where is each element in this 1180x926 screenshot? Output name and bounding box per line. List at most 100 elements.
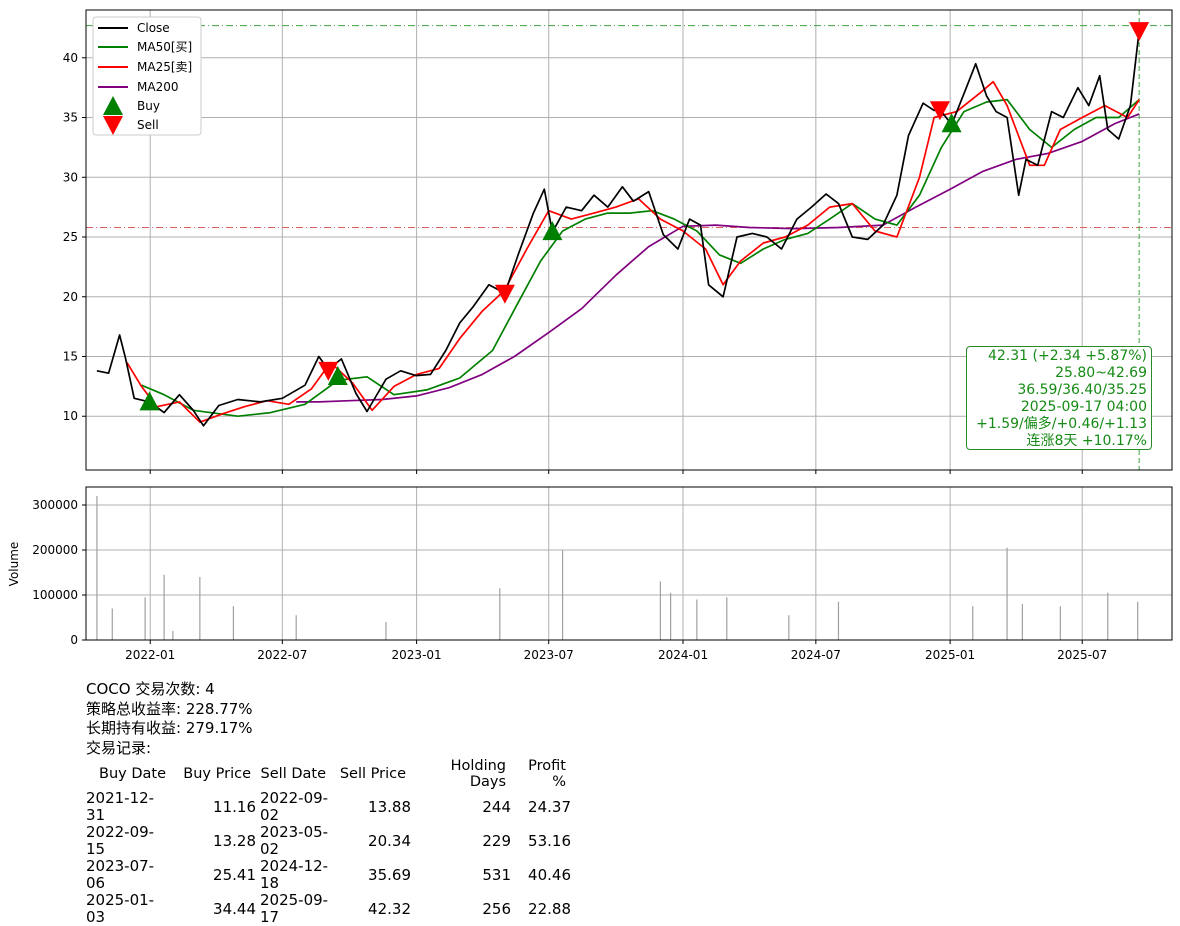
legend-ma25-label: MA25[卖] bbox=[137, 60, 192, 74]
legend-sell-triangle-icon bbox=[103, 116, 123, 135]
sell-marker bbox=[929, 101, 950, 121]
y-tick-label: 30 bbox=[63, 170, 78, 184]
y-tick-label: 0 bbox=[70, 633, 78, 647]
table-cell: 40.46 bbox=[528, 865, 571, 884]
price-y-ticks: 10 15 20 25 30 35 40 bbox=[63, 51, 86, 423]
x-tick-label: 2022-07 bbox=[257, 648, 307, 662]
table-cell: 2024-12-18 bbox=[260, 857, 329, 892]
table-cell: 24.37 bbox=[528, 797, 571, 816]
ma200-line bbox=[296, 113, 1140, 403]
buy-marker bbox=[327, 366, 348, 386]
volume-bar bbox=[659, 581, 661, 640]
volume-bar bbox=[499, 588, 501, 640]
trade-markers bbox=[139, 22, 1150, 411]
table-row: 2023-07-06 25.41 2024-12-18 35.69 531 40.46 bbox=[86, 858, 571, 892]
price-chart: 10 15 20 25 30 35 40 Close MA50[买] MA25[卖] MA2… bbox=[63, 9, 1173, 474]
legend-sell-label: Sell bbox=[137, 118, 159, 132]
table-cell: 2022-09-15 bbox=[86, 823, 155, 858]
sell-marker bbox=[494, 284, 515, 304]
y-tick-label: 40 bbox=[63, 51, 78, 65]
volume-bar bbox=[1137, 601, 1139, 640]
volume-x-ticks: 2022-01 2022-07 2023-01 2023-07 2024-01 2024-… bbox=[125, 640, 1107, 662]
ma25-line bbox=[126, 80, 1140, 424]
info-price-change: 42.31 (+2.34 +5.87%) bbox=[987, 348, 1147, 364]
volume-y-ticks: 0 100000 200000 300000 bbox=[32, 498, 86, 647]
table-row: 2025-01-03 34.44 2025-09-17 42.32 256 22.88 bbox=[86, 892, 571, 926]
column-header: Buy Date bbox=[99, 766, 166, 782]
table-cell: 20.34 bbox=[368, 831, 411, 850]
trade-table-header: Buy Date Buy Price Sell Date Sell Price … bbox=[86, 758, 571, 790]
volume-bar bbox=[1006, 547, 1008, 640]
volume-bar bbox=[163, 574, 165, 640]
legend-ma200-label: MA200 bbox=[137, 80, 178, 94]
volume-bar bbox=[972, 606, 974, 640]
volume-bar bbox=[96, 496, 98, 640]
table-cell: 13.28 bbox=[213, 831, 256, 850]
column-header: Sell Price bbox=[339, 766, 406, 782]
volume-chart: 0 100000 200000 300000 2022-01 2022-07 2023-0… bbox=[7, 486, 1173, 662]
buy-marker bbox=[139, 391, 160, 411]
trade-records-table: Buy Date Buy Price Sell Date Sell Price … bbox=[86, 758, 571, 926]
legend: Close MA50[买] MA25[卖] MA200 Buy Sell bbox=[92, 16, 202, 136]
x-tick-label: 2022-01 bbox=[125, 648, 175, 662]
volume-bar bbox=[1059, 606, 1061, 640]
table-row: 2022-09-15 13.28 2023-05-02 20.34 229 53.16 bbox=[86, 824, 571, 858]
table-cell: 229 bbox=[482, 831, 511, 850]
table-cell: 53.16 bbox=[528, 831, 571, 850]
info-ma-values: 36.59/36.40/35.25 bbox=[1017, 382, 1147, 398]
table-row: 2021-12-31 11.16 2022-09-02 13.88 244 24.37 bbox=[86, 790, 571, 824]
volume-bar bbox=[561, 550, 564, 640]
column-header: Sell Date bbox=[260, 766, 326, 782]
table-cell: 2023-07-06 bbox=[86, 857, 155, 892]
x-tick-label: 2025-07 bbox=[1057, 648, 1107, 662]
x-tick-label: 2023-01 bbox=[392, 648, 442, 662]
volume-bars bbox=[96, 496, 1139, 640]
volume-plot-frame bbox=[85, 486, 1173, 641]
volume-bar bbox=[696, 599, 698, 640]
table-cell: 2021-12-31 bbox=[86, 789, 155, 824]
price-series bbox=[96, 30, 1141, 427]
table-cell: 11.16 bbox=[213, 797, 256, 816]
table-cell: 2025-01-03 bbox=[86, 891, 155, 926]
y-tick-label: 15 bbox=[63, 349, 78, 363]
volume-bar bbox=[837, 601, 840, 640]
summary-total-return: 策略总收益率: 228.77% bbox=[86, 699, 253, 718]
legend-close-label: Close bbox=[137, 21, 170, 35]
volume-bar bbox=[232, 606, 235, 640]
table-cell: 2025-09-17 bbox=[260, 891, 329, 926]
y-tick-label: 10 bbox=[63, 409, 78, 423]
info-streak: 连涨8天 +10.17% bbox=[1026, 433, 1147, 449]
price-info-box: 42.31 (+2.34 +5.87%) 25.80~42.69 36.59/3… bbox=[966, 346, 1152, 450]
strategy-summary: COCO 交易次数: 4 策略总收益率: 228.77% 长期持有收益: 279… bbox=[86, 680, 786, 926]
legend-buy-triangle-icon bbox=[103, 96, 123, 115]
legend-buy-label: Buy bbox=[137, 99, 160, 113]
table-cell: 25.41 bbox=[213, 865, 256, 884]
volume-bar bbox=[172, 631, 174, 640]
volume-bar bbox=[726, 597, 728, 640]
sell-marker bbox=[318, 361, 339, 381]
info-indicators: +1.59/偏多/+0.46/+1.13 bbox=[976, 416, 1147, 432]
price-plot-frame bbox=[85, 9, 1173, 471]
column-header: Buy Price bbox=[183, 766, 251, 782]
summary-records-label: 交易记录: bbox=[86, 738, 152, 757]
sell-marker bbox=[1129, 22, 1150, 42]
column-header: Holding Days bbox=[450, 758, 506, 790]
chart-canvas: 10 15 20 25 30 35 40 Close MA50[买] MA25[卖] MA2… bbox=[7, 9, 1173, 662]
volume-grid bbox=[86, 487, 1172, 641]
volume-y-axis-label: Volume bbox=[7, 542, 21, 587]
table-cell: 2022-09-02 bbox=[260, 789, 329, 824]
y-tick-label: 300000 bbox=[32, 498, 78, 512]
table-cell: 256 bbox=[482, 899, 511, 918]
volume-bar bbox=[385, 622, 387, 640]
buy-marker bbox=[542, 221, 563, 241]
y-tick-label: 200000 bbox=[32, 543, 78, 557]
y-tick-label: 20 bbox=[63, 290, 78, 304]
close-line bbox=[96, 30, 1141, 427]
table-cell: 22.88 bbox=[528, 899, 571, 918]
y-tick-label: 25 bbox=[63, 230, 78, 244]
table-cell: 244 bbox=[482, 797, 511, 816]
volume-bar bbox=[295, 615, 297, 640]
y-tick-label: 100000 bbox=[32, 588, 78, 602]
x-tick-label: 2025-01 bbox=[925, 648, 975, 662]
x-tick-label: 2024-07 bbox=[791, 648, 841, 662]
